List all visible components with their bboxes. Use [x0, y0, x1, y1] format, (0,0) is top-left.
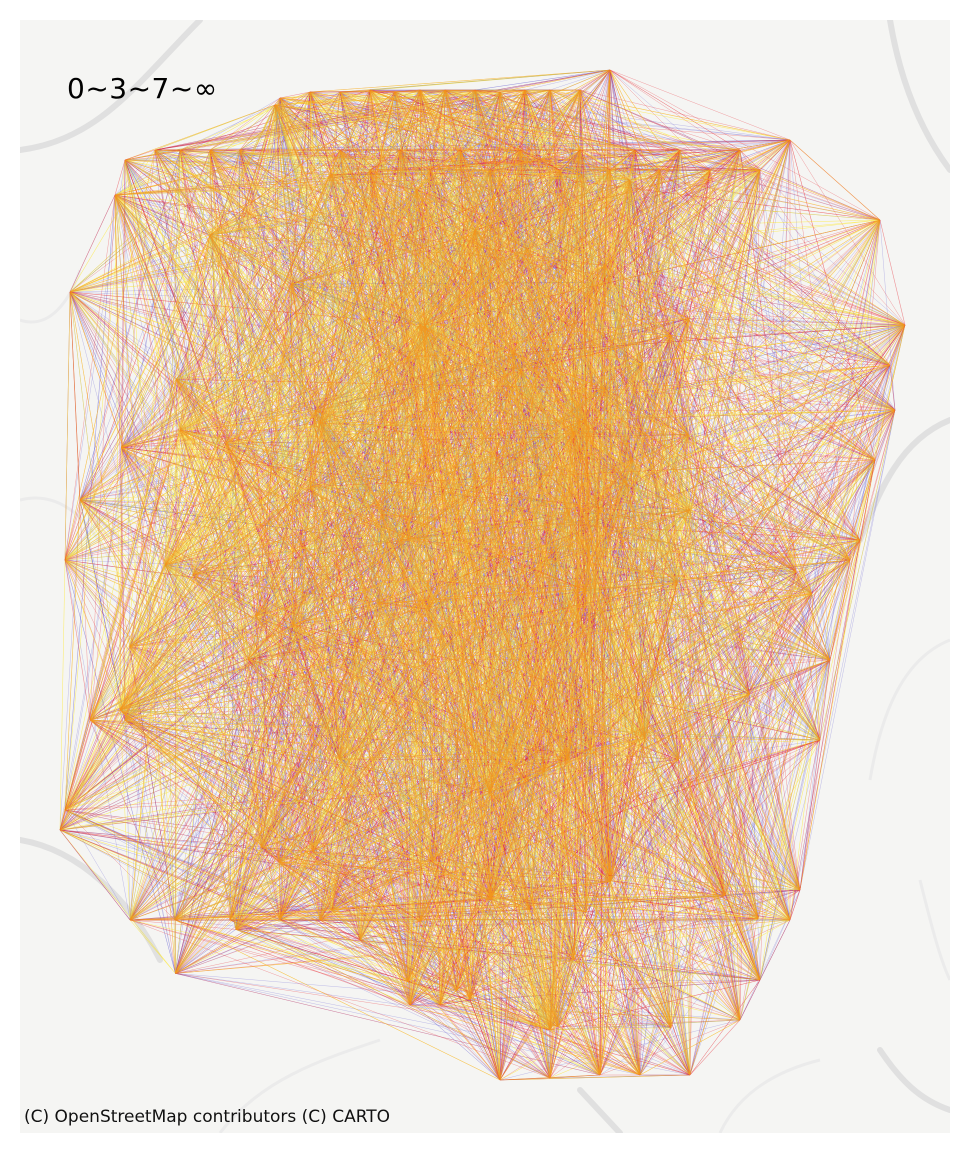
- flow-class-3: [59, 69, 906, 1081]
- od-flow-lines: [59, 69, 906, 1081]
- flow-lines: [59, 69, 906, 1081]
- basemap-roads: [20, 20, 950, 1133]
- legend-label: 0~3~7~∞: [67, 72, 218, 105]
- map-frame[interactable]: 0~3~7~∞ (C) OpenStreetMap contributors (…: [20, 20, 950, 1133]
- flow-hull: [59, 69, 906, 1081]
- map-attribution: (C) OpenStreetMap contributors (C) CARTO: [24, 1107, 391, 1127]
